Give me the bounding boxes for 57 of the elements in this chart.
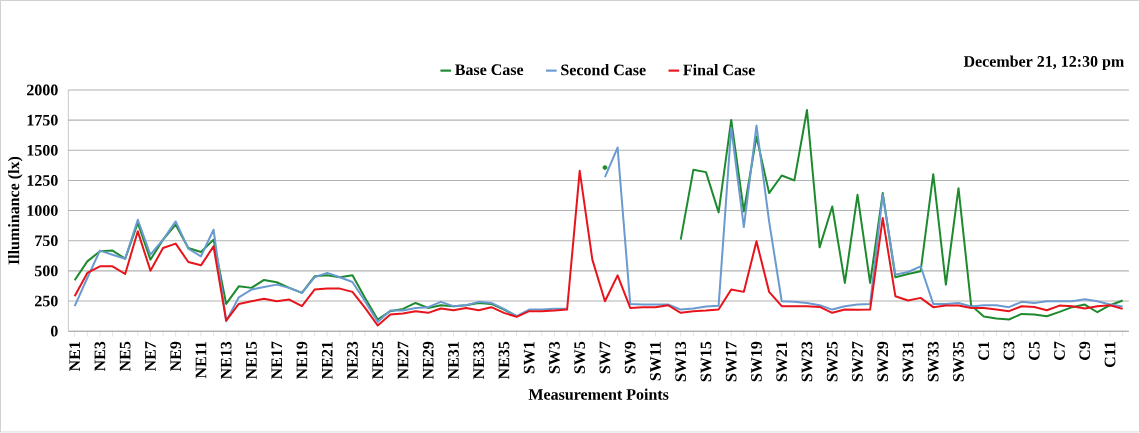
x-tick-label: SW35 — [953, 342, 964, 382]
x-tick-label: SW27 — [852, 341, 863, 382]
x-tick-label: NE21 — [321, 342, 333, 380]
x-tick-label: NE13 — [220, 342, 232, 380]
x-tick-label: C1 — [978, 342, 990, 361]
x-tick-label: NE31 — [448, 342, 459, 380]
x-tick-label: C3 — [1003, 342, 1015, 361]
y-tick-label: 250 — [35, 295, 58, 307]
x-tick-label: SW11 — [650, 342, 661, 381]
x-tick-label: SW19 — [751, 342, 762, 382]
x-tick-label: C11 — [1104, 342, 1116, 368]
y-tick-label: 0 — [50, 326, 58, 337]
x-tick-label: SW31 — [902, 342, 914, 382]
legend-label: Final Case — [683, 64, 755, 76]
x-tick-label: C7 — [1054, 341, 1065, 361]
x-tick-label: NE1 — [69, 342, 80, 372]
x-tick-label: NE3 — [94, 342, 106, 372]
legend-label: Second Case — [561, 64, 646, 76]
x-tick-label: NE27 — [397, 341, 409, 380]
x-tick-label: NE23 — [347, 342, 358, 380]
x-tick-label: SW25 — [826, 342, 838, 382]
x-tick-label: SW29 — [877, 342, 889, 382]
y-tick-label: 500 — [34, 265, 58, 277]
y-tick-label: 1500 — [27, 145, 58, 156]
x-tick-label: SW13 — [675, 342, 687, 382]
x-tick-label: NE9 — [170, 342, 182, 372]
y-tick-label: 1000 — [27, 205, 58, 217]
x-axis-title: Measurement Points — [528, 388, 669, 401]
y-axis-title: Illuminance (lx) — [8, 157, 23, 265]
y-tick-label: 750 — [35, 235, 58, 247]
x-tick-label: SW23 — [801, 342, 813, 382]
x-tick-label: NE29 — [422, 342, 434, 380]
x-tick-label: SW5 — [574, 342, 586, 374]
x-tick-label: NE7 — [145, 341, 156, 372]
x-tick-label: SW1 — [523, 342, 535, 374]
x-tick-label: NE15 — [246, 342, 257, 380]
x-tick-label: SW33 — [927, 342, 939, 382]
x-tick-label: NE33 — [473, 342, 485, 380]
x-tick-label: SW7 — [599, 341, 611, 374]
x-tick-label: SW17 — [725, 341, 737, 382]
x-tick-label: NE5 — [119, 342, 131, 372]
x-tick-label: NE19 — [296, 342, 308, 380]
x-tick-label: NE25 — [372, 342, 384, 380]
x-tick-label: NE35 — [498, 342, 510, 380]
y-tick-label: 1250 — [27, 175, 58, 187]
x-tick-label: SW9 — [624, 342, 636, 374]
x-tick-label: SW21 — [776, 342, 788, 382]
y-tick-label: 2000 — [27, 84, 58, 96]
x-tick-label: SW3 — [549, 342, 560, 374]
x-tick-label: C9 — [1079, 342, 1091, 361]
x-tick-label: NE17 — [271, 341, 282, 380]
x-tick-label: NE11 — [195, 342, 207, 379]
y-tick-label: 1750 — [27, 115, 58, 126]
legend-label: Base Case — [455, 64, 524, 76]
chart-title: December 21, 12:30 pm — [963, 55, 1124, 71]
x-tick-label: C5 — [1028, 342, 1040, 361]
x-tick-label: SW15 — [700, 342, 712, 382]
